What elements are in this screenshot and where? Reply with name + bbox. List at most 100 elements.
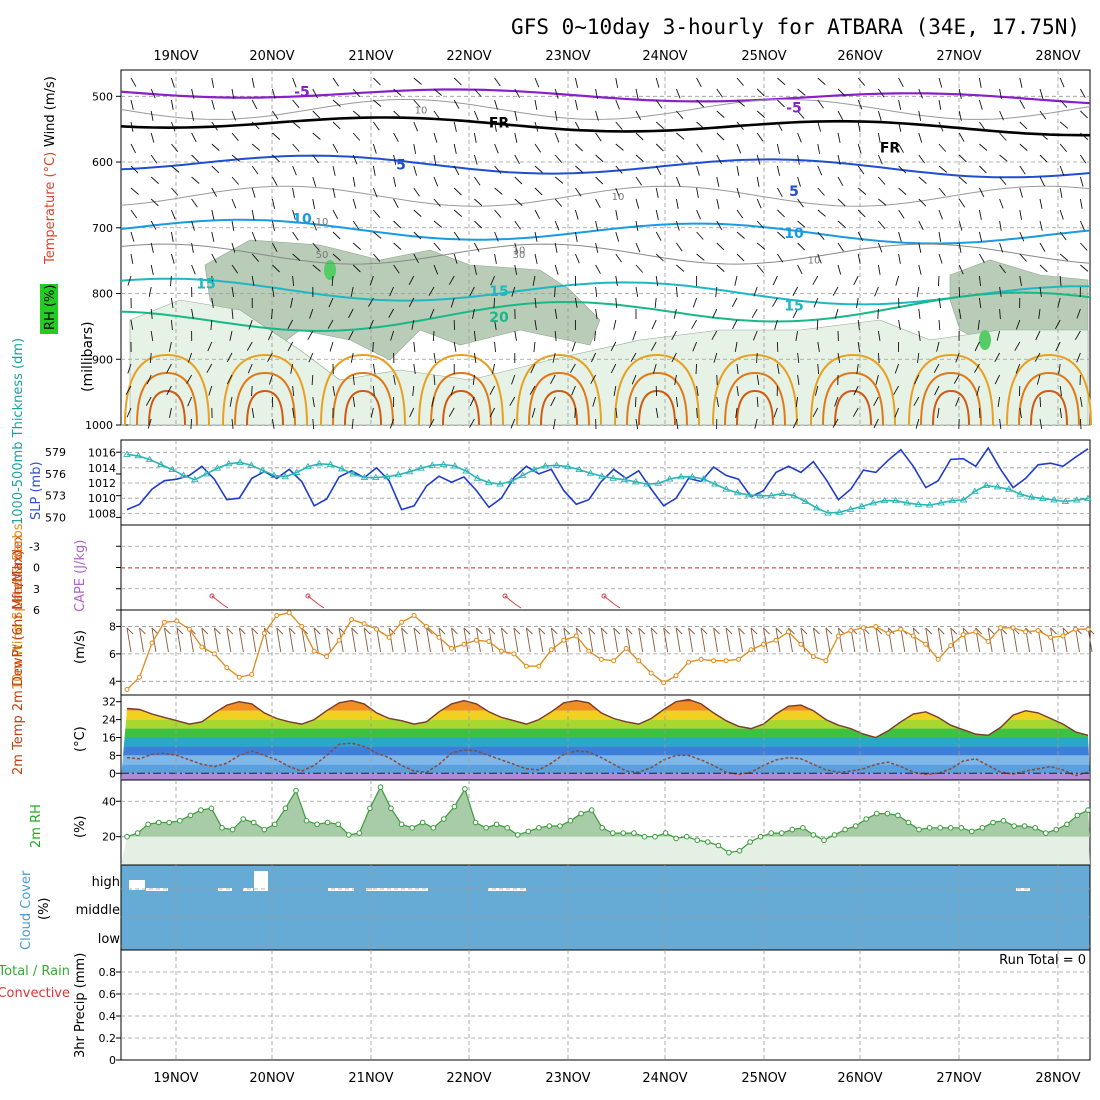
wind-barb bbox=[756, 374, 760, 385]
wind-barb bbox=[248, 319, 253, 330]
surface-wind-barb-flag bbox=[875, 627, 883, 635]
wind-barb bbox=[857, 99, 863, 110]
cape-marker bbox=[603, 595, 621, 609]
wind-barb bbox=[211, 253, 217, 264]
wind-barb bbox=[393, 176, 397, 187]
wind-barb bbox=[877, 308, 879, 320]
rh2m-point bbox=[852, 823, 859, 829]
wind-barb bbox=[898, 143, 904, 153]
wind-barb bbox=[554, 110, 558, 121]
thickness-marker bbox=[609, 474, 617, 481]
thickness-marker bbox=[518, 471, 527, 478]
wind-barb bbox=[231, 264, 239, 274]
thickness-marker bbox=[767, 491, 776, 499]
wind-barb bbox=[148, 286, 152, 297]
wind10m-point bbox=[698, 656, 704, 662]
wind-barb bbox=[231, 176, 239, 185]
wind10m-point bbox=[948, 643, 954, 649]
wind-barb bbox=[1059, 253, 1069, 261]
wind-barb bbox=[534, 187, 543, 196]
cloud-gap bbox=[254, 871, 268, 891]
thickness-marker bbox=[880, 496, 889, 504]
wind-barb bbox=[227, 374, 233, 385]
wind-barb bbox=[352, 198, 357, 209]
wind-barb bbox=[655, 275, 659, 286]
wind10m-point bbox=[586, 648, 592, 654]
slp-tick-label: 1014 bbox=[88, 462, 116, 475]
wind-barb bbox=[312, 396, 315, 407]
thickness-marker bbox=[665, 475, 674, 482]
surface-wind-barb bbox=[588, 627, 594, 653]
wind-barb bbox=[1039, 220, 1043, 231]
rh-contour-line bbox=[120, 243, 1091, 265]
wind-barb bbox=[873, 418, 879, 429]
wind-barb bbox=[413, 187, 420, 197]
wind-barb bbox=[696, 165, 700, 176]
wind10m-point bbox=[910, 633, 916, 639]
rh2m-point bbox=[736, 848, 743, 854]
wind10m-point bbox=[236, 674, 242, 680]
chart-title: GFS 0~10day 3-hourly for ATBARA (34E, 17… bbox=[511, 15, 1080, 39]
wind-barb bbox=[676, 154, 684, 163]
wind-barb bbox=[958, 264, 964, 275]
cloud-gap bbox=[146, 888, 168, 891]
wind-barb bbox=[756, 242, 766, 250]
wind10m-point bbox=[835, 633, 841, 639]
date-label-bottom: 26NOV bbox=[837, 1071, 882, 1086]
wind10m-point bbox=[935, 656, 941, 662]
date-label-bottom: 25NOV bbox=[741, 1071, 786, 1086]
contour-label: 5 bbox=[789, 184, 799, 200]
surface-wind-barb bbox=[513, 627, 519, 653]
wind-barb bbox=[530, 363, 536, 374]
wind-barb bbox=[655, 209, 659, 220]
wind10m-point bbox=[873, 624, 879, 629]
wind10m-point bbox=[124, 687, 130, 692]
wind-barb bbox=[191, 110, 195, 121]
cloud-ticks: high middle low bbox=[76, 875, 121, 947]
contour-label: -5 bbox=[786, 100, 802, 116]
panel-precip: 0 0.2 0.4 0.6 0.8 Run Total = 0 Total / Rain… bbox=[0, 949, 1091, 1067]
wind-barb bbox=[150, 110, 154, 121]
wind-barb bbox=[292, 143, 300, 152]
pressure-tick-label: 500 bbox=[92, 90, 113, 103]
date-label-top: 27NOV bbox=[936, 49, 981, 64]
wind-barb bbox=[229, 396, 233, 407]
surface-wind-barb bbox=[1050, 627, 1056, 653]
thickness-marker bbox=[1084, 494, 1092, 502]
surface-wind-barb bbox=[139, 627, 144, 653]
wind-barb bbox=[857, 253, 861, 264]
wind-barb bbox=[979, 143, 988, 151]
wind-barb bbox=[979, 121, 986, 131]
wind-barb bbox=[290, 363, 294, 374]
wind-barb bbox=[1059, 187, 1063, 198]
wind-barb bbox=[635, 110, 642, 121]
wind-barb bbox=[534, 121, 539, 132]
wind-barb bbox=[170, 77, 175, 88]
wind-barb bbox=[271, 220, 275, 231]
wind-barb bbox=[534, 209, 541, 220]
wind-barb bbox=[635, 88, 639, 99]
wind-barb bbox=[918, 264, 922, 275]
wind-barb bbox=[999, 220, 1002, 231]
date-label-top: 25NOV bbox=[741, 49, 786, 64]
wind-barb bbox=[938, 297, 942, 308]
wind-barb bbox=[292, 187, 295, 198]
warm-contour bbox=[222, 353, 308, 426]
thickness-marker bbox=[937, 499, 945, 506]
wind-barb bbox=[999, 286, 1002, 297]
surface-wind-barb-flag bbox=[501, 627, 508, 635]
wind-barb bbox=[615, 297, 618, 309]
wind-barb bbox=[955, 352, 960, 363]
wind-barb bbox=[231, 242, 236, 253]
wind-barb bbox=[473, 154, 478, 165]
wind-barb bbox=[615, 143, 624, 151]
surface-wind-barb-flag bbox=[513, 627, 521, 635]
wind-barb bbox=[655, 407, 659, 418]
cloud-gap bbox=[328, 888, 354, 891]
thickness-marker bbox=[247, 461, 256, 468]
wind-barb bbox=[352, 176, 356, 187]
temperature-grid bbox=[175, 695, 1059, 780]
wind-barb bbox=[433, 154, 437, 165]
wind10m-point bbox=[411, 613, 417, 618]
wind10m-point bbox=[1060, 633, 1066, 639]
